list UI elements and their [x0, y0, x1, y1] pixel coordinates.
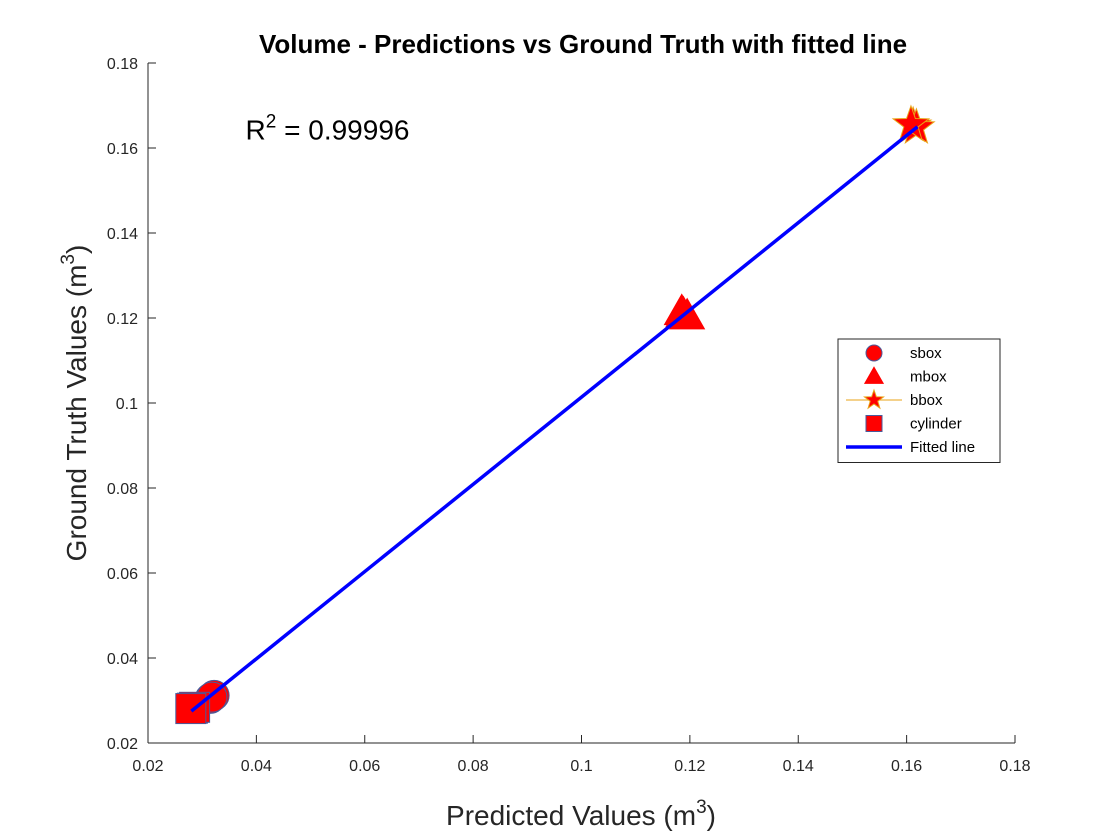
mbox-marker	[665, 295, 702, 328]
legend-bbox-swatch	[863, 388, 885, 410]
legend-box	[837, 338, 1001, 463]
y-tick-label: 0.04	[107, 651, 138, 668]
y-tick-label: 0.02	[107, 736, 138, 753]
x-tick-label: 0.04	[241, 758, 272, 775]
x-axis-label: Predicted Values (m3)	[446, 797, 716, 831]
x-axis-label-sup: 3	[696, 797, 707, 818]
legend-mbox-swatch	[863, 366, 885, 384]
r-squared-annotation: R2 = 0.99996	[246, 112, 410, 146]
plot-area	[175, 104, 936, 725]
x-ticks: 0.02 0.04 0.06 0.08 0.1 0.12 0.14 0.16 0.18	[132, 735, 1031, 775]
x-tick-label: 0.06	[349, 758, 380, 775]
y-tick-label: 0.12	[107, 311, 138, 328]
x-tick-label: 0.02	[132, 758, 163, 775]
x-axis-label-close: )	[707, 800, 716, 831]
y-tick-label: 0.06	[107, 566, 138, 583]
y-tick-label: 0.08	[107, 481, 138, 498]
y-tick-label: 0.14	[107, 226, 138, 243]
y-tick-label: 0.1	[116, 396, 138, 413]
legend-label-cylinder: cylinder	[910, 416, 962, 433]
x-axis-label-text: Predicted Values (m	[446, 800, 696, 831]
legend-sbox-swatch	[865, 344, 883, 362]
legend-label-bbox: bbox	[910, 392, 943, 409]
chart-title: Volume - Predictions vs Ground Truth wit…	[259, 29, 907, 59]
x-tick-label: 0.16	[891, 758, 922, 775]
y-ticks: 0.02 0.04 0.06 0.08 0.1 0.12 0.14 0.16 0.18	[107, 56, 156, 753]
legend-label-sbox: sbox	[910, 345, 942, 362]
legend-label-mbox: mbox	[910, 369, 947, 386]
x-tick-label: 0.12	[674, 758, 705, 775]
x-tick-label: 0.14	[783, 758, 814, 775]
y-tick-label: 0.18	[107, 56, 138, 73]
x-tick-label: 0.1	[570, 758, 592, 775]
y-axis-label-text: Ground Truth Values (m	[61, 265, 92, 562]
r-squared-sup: 2	[266, 112, 277, 133]
legend[interactable]: sbox mbox bbox cylinder Fitted line	[837, 338, 1001, 463]
y-axis-label: Ground Truth Values (m3)	[58, 245, 92, 562]
x-tick-label: 0.18	[999, 758, 1030, 775]
y-axis-label-sup: 3	[58, 254, 79, 265]
fitted-line	[190, 125, 919, 713]
x-tick-label: 0.08	[458, 758, 489, 775]
cylinder-marker	[175, 693, 207, 725]
r-squared-value: = 0.99996	[276, 115, 409, 146]
r-squared-prefix: R	[246, 115, 266, 146]
y-axis-label-close: )	[61, 245, 92, 254]
y-tick-label: 0.16	[107, 141, 138, 158]
legend-cylinder-swatch	[865, 415, 883, 432]
legend-label-fitted-line: Fitted line	[910, 439, 975, 456]
